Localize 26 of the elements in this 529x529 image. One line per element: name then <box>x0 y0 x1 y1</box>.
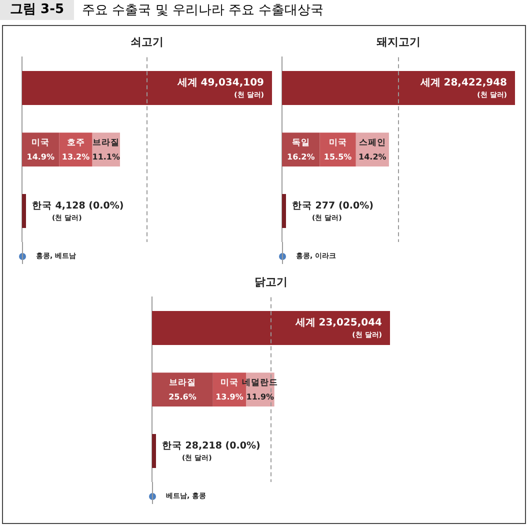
series-label: 호주 <box>66 138 85 148</box>
data-label: 14.9% <box>26 152 55 162</box>
text: 한국 28,218 (0.0%) <box>162 440 260 452</box>
series-label: 미국 <box>32 138 50 148</box>
series-label: 미국 <box>328 138 347 148</box>
data-label: 13.9% <box>216 392 244 402</box>
data-label: 11.9% <box>246 392 274 402</box>
data-label: 13.2% <box>62 152 90 162</box>
data-label: 11.1% <box>92 152 120 162</box>
caption: 그림 3-5 <box>0 0 74 20</box>
series-label: 브라질 <box>92 138 120 148</box>
series-label: 독일 <box>292 138 310 148</box>
chart-title: 닭고기 <box>254 275 288 288</box>
chart-title: 쇠고기 <box>130 35 164 48</box>
data-label: 14.2% <box>358 152 386 162</box>
data-label: 15.5% <box>324 152 352 162</box>
text: 주요 수출국 및 우리나라 주요 수출대상국 <box>82 2 324 19</box>
data-label: 16.2% <box>286 152 315 162</box>
series-label: 브라질 <box>168 378 196 388</box>
text: 한국 4,128 (0.0%) <box>32 200 124 212</box>
series-label: 미국 <box>220 378 238 388</box>
text: 한국 277 (0.0%) <box>292 200 374 212</box>
series-label: 스페인 <box>358 138 386 148</box>
data-label: 25.6% <box>168 392 196 402</box>
series-label: 네덜란드 <box>242 378 278 388</box>
chart-title: 돼지고기 <box>376 35 420 48</box>
